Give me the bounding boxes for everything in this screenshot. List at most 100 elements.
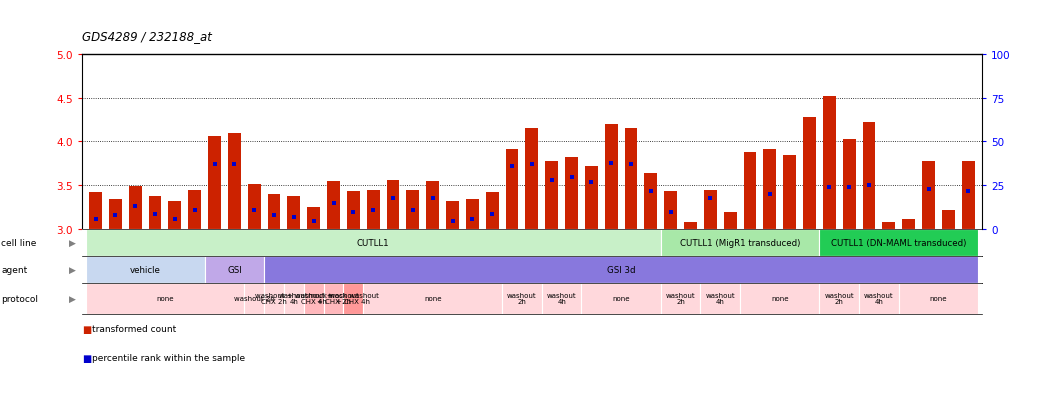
Bar (129, 187, 141, 230)
Bar (86, 283, 244, 314)
Bar (324, 283, 343, 314)
Bar (284, 283, 304, 314)
Bar (204, 256, 264, 283)
Bar (942, 211, 955, 230)
Bar (820, 283, 860, 314)
Bar (740, 283, 820, 314)
Bar (327, 182, 340, 230)
Text: CUTLL1 (MigR1 transduced): CUTLL1 (MigR1 transduced) (680, 239, 800, 247)
Text: none: none (424, 295, 442, 301)
Bar (664, 191, 677, 230)
Bar (208, 137, 221, 230)
Bar (684, 223, 697, 230)
Bar (188, 190, 201, 230)
Text: GSI: GSI (227, 265, 242, 274)
Bar (883, 223, 895, 230)
Bar (843, 140, 855, 230)
Bar (89, 192, 102, 230)
Bar (149, 197, 161, 230)
Bar (922, 161, 935, 230)
Bar (863, 123, 875, 230)
Text: washout
4h: washout 4h (864, 292, 894, 305)
Text: cell line: cell line (1, 239, 37, 247)
Bar (860, 283, 898, 314)
Bar (723, 212, 737, 230)
Bar (244, 283, 264, 314)
Bar (743, 153, 757, 230)
Bar (486, 193, 498, 230)
Text: transformed count: transformed count (92, 324, 176, 333)
Text: ■: ■ (82, 324, 91, 334)
Text: none: none (156, 295, 174, 301)
Bar (248, 184, 261, 230)
Bar (406, 190, 419, 230)
Text: none: none (612, 295, 630, 301)
Bar (288, 197, 300, 230)
Bar (228, 133, 241, 230)
Bar (898, 283, 978, 314)
Bar (783, 155, 796, 230)
Bar (763, 149, 776, 230)
Bar (962, 161, 975, 230)
Bar (585, 167, 598, 230)
Text: washout
2h: washout 2h (666, 292, 695, 305)
Bar (541, 283, 581, 314)
Bar (426, 182, 439, 230)
Bar (820, 230, 978, 256)
Text: washout
2h: washout 2h (507, 292, 537, 305)
Bar (644, 174, 658, 230)
Bar (343, 283, 363, 314)
Bar (366, 190, 380, 230)
Text: washout +
CHX 2h: washout + CHX 2h (255, 292, 293, 305)
Bar (446, 202, 459, 230)
Bar (503, 283, 541, 314)
Bar (903, 219, 915, 230)
Text: washout
2h: washout 2h (824, 292, 854, 305)
Text: vehicle: vehicle (130, 265, 160, 274)
Bar (565, 158, 578, 230)
Bar (581, 283, 661, 314)
Bar (268, 195, 281, 230)
Text: CUTLL1 (DN-MAML transduced): CUTLL1 (DN-MAML transduced) (831, 239, 966, 247)
Text: ▶: ▶ (68, 265, 75, 274)
Bar (625, 129, 638, 230)
Text: protocol: protocol (1, 294, 38, 303)
Bar (363, 283, 503, 314)
Text: GDS4289 / 232188_at: GDS4289 / 232188_at (82, 31, 211, 43)
Bar (803, 118, 816, 230)
Bar (661, 230, 820, 256)
Bar (704, 190, 717, 230)
Text: washout 2h: washout 2h (233, 295, 274, 301)
Bar (506, 149, 518, 230)
Bar (86, 230, 661, 256)
Text: washout +
CHX 4h: washout + CHX 4h (295, 292, 333, 305)
Text: agent: agent (1, 265, 27, 274)
Text: washout
4h: washout 4h (280, 292, 309, 305)
Bar (823, 97, 836, 230)
Text: ■: ■ (82, 353, 91, 363)
Text: none: none (930, 295, 948, 301)
Bar (466, 199, 478, 230)
Bar (661, 283, 700, 314)
Bar (86, 256, 204, 283)
Bar (304, 283, 324, 314)
Bar (264, 256, 978, 283)
Bar (347, 191, 360, 230)
Bar (169, 202, 181, 230)
Text: washout
4h: washout 4h (706, 292, 735, 305)
Bar (545, 161, 558, 230)
Text: ▶: ▶ (68, 294, 75, 303)
Bar (386, 181, 400, 230)
Text: mock washout
+ CHX 4h: mock washout + CHX 4h (328, 292, 379, 305)
Text: washout
4h: washout 4h (547, 292, 577, 305)
Text: none: none (771, 295, 788, 301)
Text: percentile rank within the sample: percentile rank within the sample (92, 353, 245, 362)
Text: CUTLL1: CUTLL1 (357, 239, 389, 247)
Text: GSI 3d: GSI 3d (607, 265, 636, 274)
Bar (700, 283, 740, 314)
Text: mock washout
+ CHX 2h: mock washout + CHX 2h (308, 292, 359, 305)
Bar (605, 125, 618, 230)
Bar (526, 129, 538, 230)
Bar (109, 199, 121, 230)
Bar (264, 283, 284, 314)
